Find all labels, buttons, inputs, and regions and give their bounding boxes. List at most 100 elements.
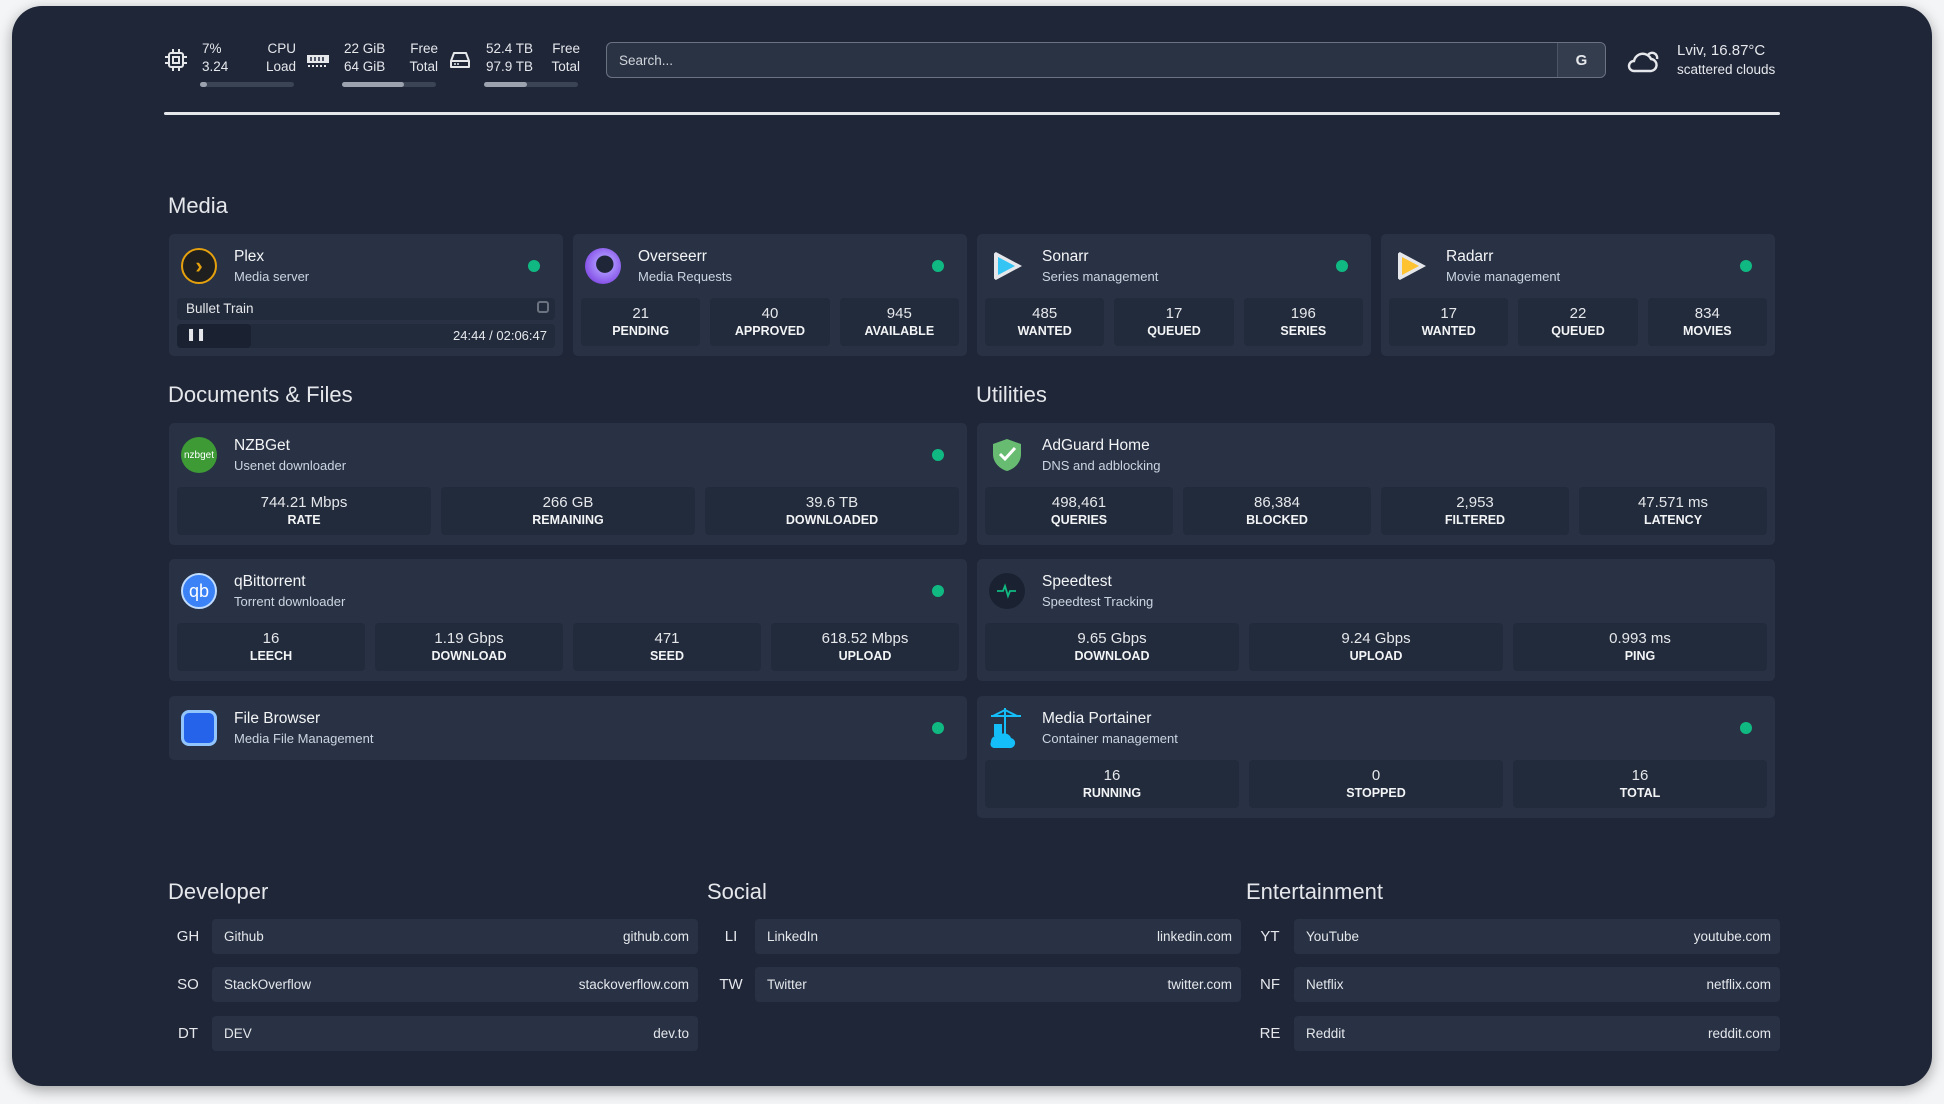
search-input[interactable] bbox=[607, 52, 1557, 68]
stat-value: 16 bbox=[262, 630, 280, 647]
bookmark-twitter[interactable]: TW Twitter twitter.com bbox=[707, 967, 1241, 1002]
bookmark-abbr: RE bbox=[1259, 1025, 1281, 1042]
bookmark-link[interactable]: Netflix netflix.com bbox=[1294, 967, 1780, 1002]
stat-rate: 744.21 Mbps Rate bbox=[177, 487, 431, 535]
bookmark-link[interactable]: LinkedIn linkedin.com bbox=[755, 919, 1241, 954]
stat-label: Wanted bbox=[1421, 324, 1476, 338]
status-dot bbox=[1740, 260, 1752, 272]
weather-condition: scattered clouds bbox=[1677, 62, 1776, 77]
pause-icon[interactable]: ❚❚ bbox=[186, 327, 207, 341]
service-desc: Series management bbox=[1042, 269, 1159, 284]
stats-row: 485 Wanted 17 Queued 196 Series bbox=[985, 298, 1363, 346]
stat-value: 1.19 Gbps bbox=[434, 630, 504, 647]
stat-leech: 16 Leech bbox=[177, 623, 365, 671]
stat-value: 17 bbox=[1165, 305, 1183, 322]
load-label: Load bbox=[265, 59, 296, 74]
disk-total: 97.9 TB bbox=[486, 59, 534, 74]
stat-value: 47.571 ms bbox=[1637, 494, 1709, 511]
bookmark-github[interactable]: GH Github github.com bbox=[164, 919, 698, 954]
service-card-plex[interactable]: › Plex Media server Bullet Train ❚❚ 24:4… bbox=[169, 234, 563, 356]
service-card-speedtest[interactable]: Speedtest Speedtest Tracking 9.65 Gbps Do… bbox=[977, 559, 1775, 681]
bookmark-link[interactable]: StackOverflow stackoverflow.com bbox=[212, 967, 698, 1002]
memory-bar bbox=[342, 82, 436, 87]
stream-info-icon[interactable] bbox=[537, 301, 549, 313]
bookmark-name: Reddit bbox=[1306, 1026, 1346, 1041]
bookmark-name: Github bbox=[224, 929, 264, 944]
bookmark-stackoverflow[interactable]: SO StackOverflow stackoverflow.com bbox=[164, 967, 698, 1002]
stat-download: 1.19 Gbps Download bbox=[375, 623, 563, 671]
service-name: qBittorrent bbox=[234, 573, 306, 590]
portainer-logo-icon bbox=[990, 708, 1021, 749]
service-card-file-browser[interactable]: File Browser Media File Management bbox=[169, 696, 967, 760]
stat-value: 0 bbox=[1371, 767, 1381, 784]
total-label: Total bbox=[551, 59, 580, 74]
stat-value: 9.24 Gbps bbox=[1341, 630, 1411, 647]
service-name: AdGuard Home bbox=[1042, 437, 1150, 454]
stat-value: 9.65 Gbps bbox=[1077, 630, 1147, 647]
bookmark-link[interactable]: DEV dev.to bbox=[212, 1016, 698, 1051]
stat-label: Ping bbox=[1624, 649, 1656, 663]
bookmark-url: reddit.com bbox=[1707, 1026, 1771, 1041]
bookmark-url: stackoverflow.com bbox=[578, 977, 689, 992]
bookmark-link[interactable]: Github github.com bbox=[212, 919, 698, 954]
stat-label: Upload bbox=[838, 649, 892, 663]
service-card-radarr[interactable]: Radarr Movie management 17 Wanted 22 Queued… bbox=[1381, 234, 1775, 356]
stat-upload: 618.52 Mbps Upload bbox=[771, 623, 959, 671]
stat-value: 40 bbox=[761, 305, 779, 322]
stat-value: 0.993 ms bbox=[1609, 630, 1671, 647]
stat-value: 196 bbox=[1290, 305, 1316, 322]
bookmark-link[interactable]: Twitter twitter.com bbox=[755, 967, 1241, 1002]
stat-label: Rate bbox=[287, 513, 321, 527]
bookmark-name: Twitter bbox=[767, 977, 807, 992]
stat-filtered: 2,953 Filtered bbox=[1381, 487, 1569, 535]
stat-value: 498,461 bbox=[1051, 494, 1107, 511]
stat-latency: 47.571 ms Latency bbox=[1579, 487, 1767, 535]
service-card-adguard[interactable]: AdGuard Home DNS and adblocking 498,461 Q… bbox=[977, 423, 1775, 545]
stats-row: 744.21 Mbps Rate 266 GB Remaining 39.6 TB Dow… bbox=[177, 487, 959, 535]
total-label: Total bbox=[409, 59, 438, 74]
stat-label: Upload bbox=[1349, 649, 1403, 663]
stat-upload: 9.24 Gbps Upload bbox=[1249, 623, 1503, 671]
bookmark-youtube[interactable]: YT YouTube youtube.com bbox=[1246, 919, 1780, 954]
service-card-sonarr[interactable]: Sonarr Series management 485 Wanted 17 Queu… bbox=[977, 234, 1371, 356]
stat-stopped: 0 Stopped bbox=[1249, 760, 1503, 808]
bookmark-abbr: YT bbox=[1260, 928, 1280, 945]
bookmark-reddit[interactable]: RE Reddit reddit.com bbox=[1246, 1016, 1780, 1051]
bookmark-link[interactable]: Reddit reddit.com bbox=[1294, 1016, 1780, 1051]
stat-value: 744.21 Mbps bbox=[260, 494, 348, 511]
overseerr-logo-icon bbox=[585, 248, 621, 284]
service-name: Radarr bbox=[1446, 248, 1494, 265]
stat-value: 22 bbox=[1569, 305, 1587, 322]
stat-label: Pending bbox=[612, 324, 670, 338]
stat-blocked: 86,384 Blocked bbox=[1183, 487, 1371, 535]
google-search-button[interactable]: G bbox=[1557, 43, 1605, 77]
stat-label: Wanted bbox=[1017, 324, 1072, 338]
free-label: Free bbox=[552, 41, 580, 56]
service-card-portainer[interactable]: Media Portainer Container management 16 R… bbox=[977, 696, 1775, 818]
stat-value: 834 bbox=[1694, 305, 1720, 322]
bookmark-link[interactable]: YouTube youtube.com bbox=[1294, 919, 1780, 954]
stat-label: Download bbox=[431, 649, 507, 663]
sonarr-logo-icon bbox=[994, 251, 1022, 281]
bookmark-linkedin[interactable]: LI LinkedIn linkedin.com bbox=[707, 919, 1241, 954]
nzbget-logo-icon: nzbget bbox=[181, 437, 217, 473]
speedtest-logo-icon bbox=[989, 573, 1025, 609]
bookmark-netflix[interactable]: NF Netflix netflix.com bbox=[1246, 967, 1780, 1002]
radarr-logo-icon bbox=[1398, 251, 1426, 281]
service-card-overseerr[interactable]: Overseerr Media Requests 21 Pending 40 Appr… bbox=[573, 234, 967, 356]
bookmark-dev[interactable]: DT DEV dev.to bbox=[164, 1016, 698, 1051]
qbittorrent-logo-icon: qb bbox=[181, 573, 217, 609]
service-card-nzbget[interactable]: nzbget NZBGet Usenet downloader 744.21 M… bbox=[169, 423, 967, 545]
disk-icon bbox=[450, 52, 470, 68]
bookmark-abbr: SO bbox=[177, 976, 199, 993]
bookmark-url: youtube.com bbox=[1693, 929, 1771, 944]
stat-movies: 834 Movies bbox=[1647, 298, 1767, 346]
stat-ping: 0.993 ms Ping bbox=[1513, 623, 1767, 671]
stat-available: 945 Available bbox=[839, 298, 959, 346]
bookmark-name: YouTube bbox=[1306, 929, 1360, 944]
stat-queued: 22 Queued bbox=[1518, 298, 1638, 346]
stat-value: 945 bbox=[886, 305, 912, 322]
bookmark-url: linkedin.com bbox=[1156, 929, 1232, 944]
service-card-qbittorrent[interactable]: qb qBittorrent Torrent downloader 16 Leec… bbox=[169, 559, 967, 681]
stat-label: Queries bbox=[1050, 513, 1108, 527]
